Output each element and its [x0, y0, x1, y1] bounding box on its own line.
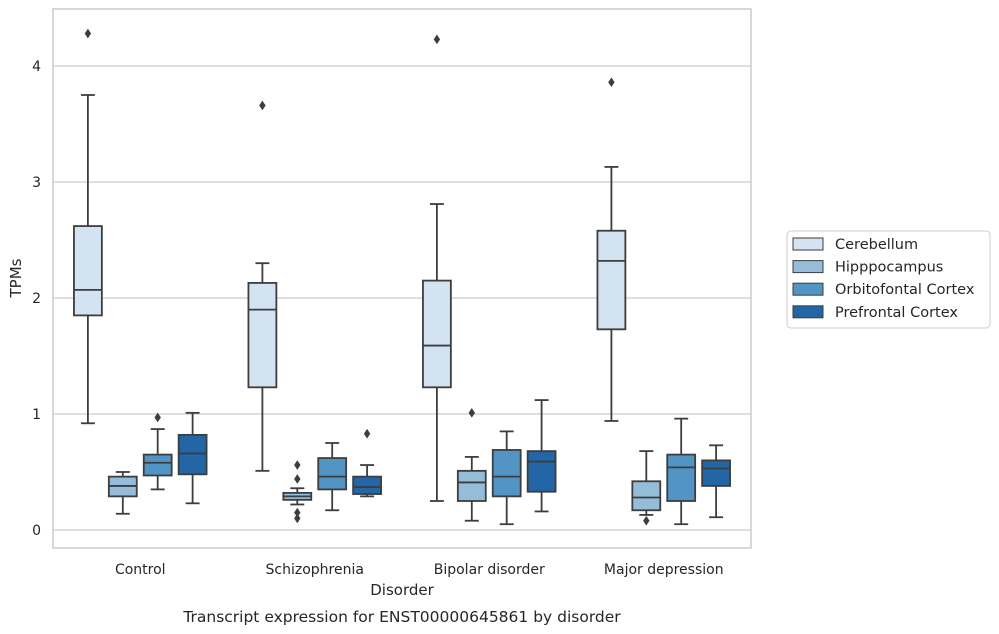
- iqr-box: [526, 450, 557, 493]
- box-cerebellum: [73, 28, 103, 425]
- box-prefrontal-cortex: [177, 411, 208, 505]
- iqr-box: [352, 475, 382, 495]
- legend-frame: [786, 230, 991, 329]
- legend-label: Cerebellum: [835, 237, 918, 253]
- iqr-box: [456, 469, 487, 502]
- box-orbitofontal-cortex: [317, 442, 348, 512]
- legend-label: Prefrontal Cortex: [835, 305, 958, 321]
- legend-label: Hipppocampus: [835, 260, 943, 276]
- iqr-box: [247, 282, 278, 389]
- outlier-point: [154, 412, 161, 423]
- legend-swatch: [792, 305, 824, 319]
- iqr-box: [631, 480, 662, 512]
- iqr-box: [666, 453, 697, 502]
- y-tick-label: 1: [32, 407, 41, 423]
- outlier-point: [84, 28, 92, 39]
- box-hipppocampus: [631, 450, 662, 526]
- legend-swatch: [792, 260, 824, 274]
- iqr-box: [142, 453, 173, 477]
- outlier-point: [259, 100, 266, 111]
- iqr-box: [491, 449, 522, 498]
- box-orbitofontal-cortex: [666, 417, 697, 526]
- box-prefrontal-cortex: [526, 399, 557, 513]
- box-prefrontal-cortex: [701, 444, 731, 519]
- y-tick-labels: 0 1 2 3 4: [32, 59, 41, 539]
- iqr-box: [317, 457, 348, 491]
- iqr-box: [422, 279, 452, 389]
- box-plot-boxes: [73, 28, 731, 526]
- x-tick-label: Control: [115, 562, 166, 578]
- x-tick-labels: Control Schizophrenia Bipolar disorder Majo…: [115, 562, 724, 578]
- outlier-point: [433, 34, 441, 45]
- x-axis-label: Disorder: [370, 581, 434, 599]
- outlier-point: [294, 513, 301, 524]
- x-tick-label: Bipolar disorder: [434, 562, 545, 578]
- box-cerebellum: [596, 77, 627, 422]
- iqr-box: [701, 459, 731, 487]
- x-tick-label: Schizophrenia: [266, 562, 364, 578]
- box-hipppocampus: [456, 408, 487, 522]
- box-orbitofontal-cortex: [491, 430, 522, 526]
- outlier-point: [608, 77, 615, 88]
- iqr-box: [73, 225, 103, 317]
- grid-lines: [53, 65, 751, 531]
- y-tick-label: 4: [32, 59, 41, 75]
- outlier-point: [294, 460, 301, 470]
- legend-swatch: [792, 282, 824, 296]
- iqr-box: [177, 433, 208, 476]
- y-axis-label: TPMs: [7, 258, 25, 298]
- outlier-point: [468, 408, 475, 418]
- y-tick-label: 3: [32, 175, 41, 191]
- legend: Cerebellum Hipppocampus Orbitofontal Corte…: [786, 230, 991, 329]
- box-prefrontal-cortex: [352, 428, 382, 498]
- chart-caption: Transcript expression for ENST0000064586…: [182, 608, 621, 626]
- outlier-point: [294, 507, 301, 518]
- y-tick-label: 2: [32, 291, 41, 307]
- box-cerebellum: [422, 34, 452, 502]
- outlier-point: [643, 515, 650, 526]
- box-hipppocampus: [282, 460, 313, 524]
- box-hipppocampus: [107, 471, 138, 515]
- x-tick-label: Major depression: [604, 562, 724, 578]
- box-cerebellum: [247, 100, 278, 472]
- box-orbitofontal-cortex: [142, 412, 173, 491]
- iqr-box: [596, 229, 627, 331]
- outlier-point: [294, 474, 301, 484]
- legend-swatch: [792, 237, 824, 251]
- y-tick-label: 0: [32, 523, 41, 539]
- legend-label: Orbitofontal Cortex: [835, 282, 975, 298]
- plot-frame: [52, 8, 752, 549]
- outlier-point: [363, 428, 371, 439]
